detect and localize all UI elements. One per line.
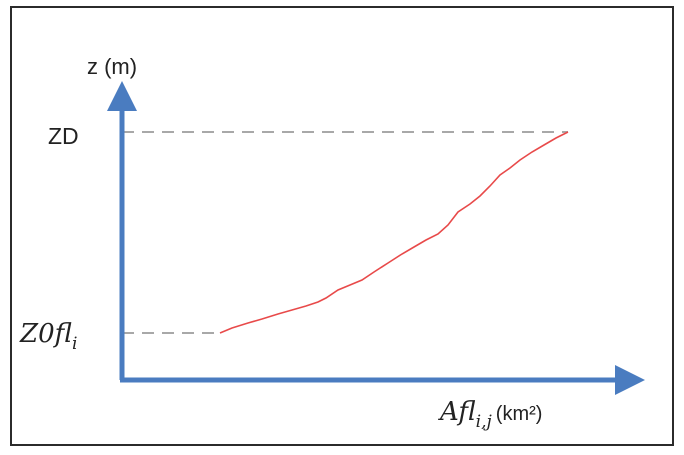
elevation-area-curve — [219, 131, 569, 334]
bottom-level-label: Z0fli — [19, 319, 77, 354]
top-level-label: ZD — [48, 123, 79, 149]
x-axis-label-unit: (km²) — [496, 403, 543, 425]
y-axis-label: z (m) — [87, 54, 137, 79]
x-axis-label: Afli,j (km²) — [438, 397, 542, 432]
bottom-level-label-subscript: i — [72, 334, 77, 354]
x-axis-label-base: Afl — [438, 397, 476, 427]
bottom-level-label-base: Z0fl — [19, 319, 72, 349]
x-axis-label-subscript: i,j — [476, 412, 493, 432]
